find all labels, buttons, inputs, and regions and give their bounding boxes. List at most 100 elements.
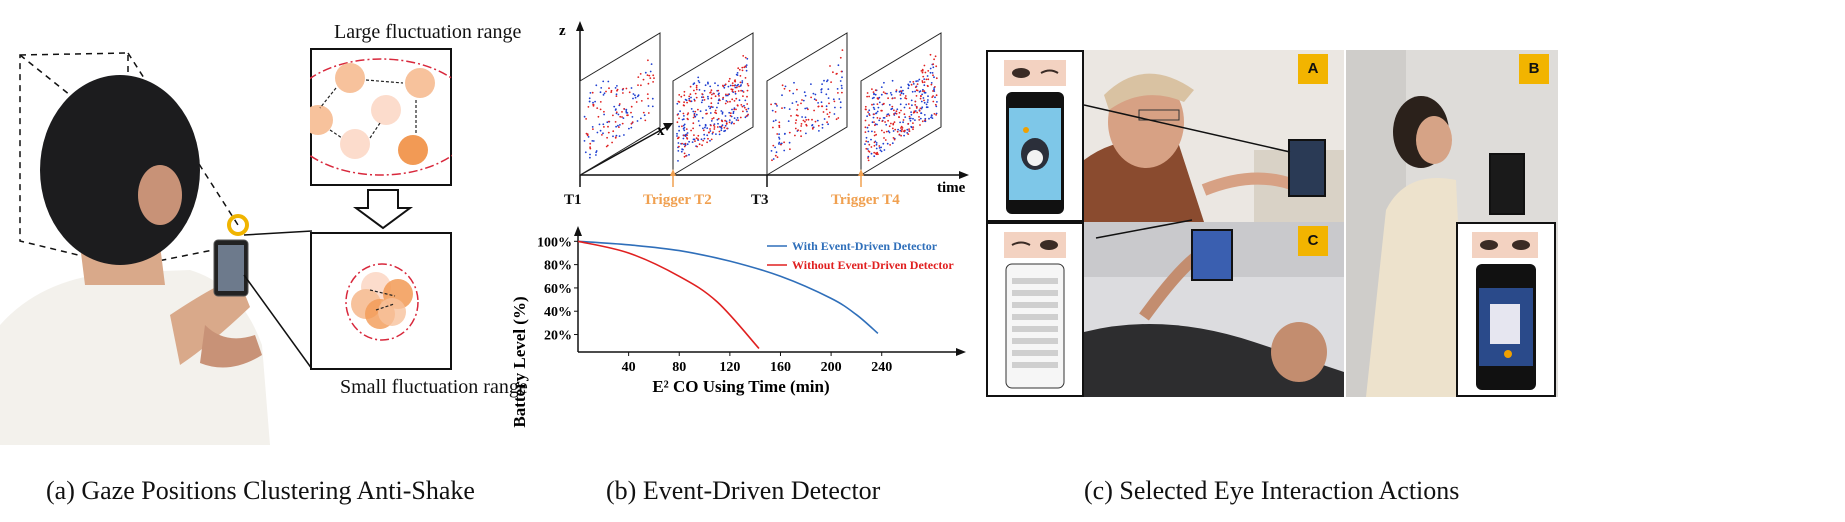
event-point xyxy=(588,100,591,103)
event-point xyxy=(915,95,918,97)
event-point xyxy=(903,113,906,116)
event-point xyxy=(926,75,929,77)
event-point xyxy=(903,130,906,132)
event-point xyxy=(617,124,619,127)
event-point xyxy=(867,159,870,162)
event-point xyxy=(595,151,597,154)
event-point xyxy=(727,93,730,96)
event-point xyxy=(741,90,744,92)
z-label: z xyxy=(559,23,566,39)
event-point xyxy=(834,106,836,109)
event-point xyxy=(731,88,734,91)
event-point xyxy=(796,88,798,91)
chart-ylabel: Battery Level (%) xyxy=(510,296,529,427)
event-point xyxy=(879,117,881,120)
event-point xyxy=(724,115,727,117)
event-point xyxy=(864,105,867,108)
event-point xyxy=(795,114,798,117)
event-point xyxy=(738,85,740,88)
event-point xyxy=(596,131,599,134)
event-point xyxy=(733,100,736,102)
event-point xyxy=(897,128,899,131)
event-point xyxy=(921,120,924,123)
event-point xyxy=(893,113,895,115)
event-point xyxy=(647,59,649,62)
x-axis-arrow xyxy=(579,124,671,176)
event-point xyxy=(725,123,728,125)
event-point xyxy=(804,116,807,119)
event-point xyxy=(710,97,713,100)
event-point xyxy=(592,105,595,107)
event-point xyxy=(630,111,632,114)
event-point xyxy=(933,88,935,91)
event-point xyxy=(718,130,721,133)
event-point xyxy=(676,114,679,116)
event-point xyxy=(599,129,602,132)
event-point xyxy=(703,133,706,136)
event-point xyxy=(747,113,749,116)
event-point xyxy=(737,67,740,70)
event-point xyxy=(600,87,603,89)
event-point xyxy=(891,105,894,108)
event-point xyxy=(697,108,699,111)
event-point xyxy=(880,86,883,88)
event-point xyxy=(686,137,689,140)
event-point xyxy=(770,150,773,152)
event-point xyxy=(707,95,709,98)
event-point xyxy=(686,132,689,134)
event-point xyxy=(722,98,724,100)
time-tick-label: Trigger T4 xyxy=(831,192,900,208)
event-point xyxy=(778,136,780,139)
event-point xyxy=(724,119,726,122)
event-point xyxy=(602,123,605,126)
event-point xyxy=(735,119,738,121)
event-point xyxy=(630,122,633,125)
event-point xyxy=(731,121,733,124)
event-point xyxy=(720,110,723,112)
event-point xyxy=(814,93,817,96)
event-point xyxy=(623,108,625,110)
event-point xyxy=(920,95,922,97)
event-point xyxy=(738,68,741,71)
event-point xyxy=(636,95,639,98)
event-point xyxy=(912,126,915,128)
event-point xyxy=(931,96,934,98)
event-point xyxy=(877,106,880,109)
event-point xyxy=(921,71,924,74)
event-point xyxy=(610,91,613,93)
event-point xyxy=(923,91,926,94)
event-point xyxy=(883,81,885,84)
event-point xyxy=(615,125,617,128)
event-point xyxy=(717,93,720,96)
event-point xyxy=(775,151,778,154)
event-point xyxy=(701,93,704,95)
event-point xyxy=(900,86,902,89)
event-point xyxy=(725,120,728,123)
event-point xyxy=(896,108,899,111)
event-point xyxy=(685,128,688,130)
event-point xyxy=(694,92,697,95)
event-point xyxy=(781,107,783,109)
event-point xyxy=(772,126,774,129)
event-point xyxy=(876,97,879,100)
event-point xyxy=(714,82,716,84)
event-point xyxy=(681,148,683,151)
event-point xyxy=(731,82,734,84)
event-point xyxy=(800,123,803,125)
y-tick-label: 80% xyxy=(544,259,572,274)
x-tick-label: 240 xyxy=(871,360,892,375)
event-point xyxy=(923,99,925,102)
event-point xyxy=(900,90,903,93)
event-point xyxy=(915,80,918,83)
event-point xyxy=(705,109,707,111)
event-point xyxy=(725,100,728,102)
event-point xyxy=(684,135,687,137)
event-point xyxy=(866,115,868,118)
event-point xyxy=(837,117,840,119)
event-point xyxy=(710,138,713,141)
event-point xyxy=(892,122,895,125)
event-point xyxy=(596,107,599,109)
event-point xyxy=(614,87,617,89)
inset-a xyxy=(986,50,1084,222)
event-point xyxy=(882,142,885,145)
